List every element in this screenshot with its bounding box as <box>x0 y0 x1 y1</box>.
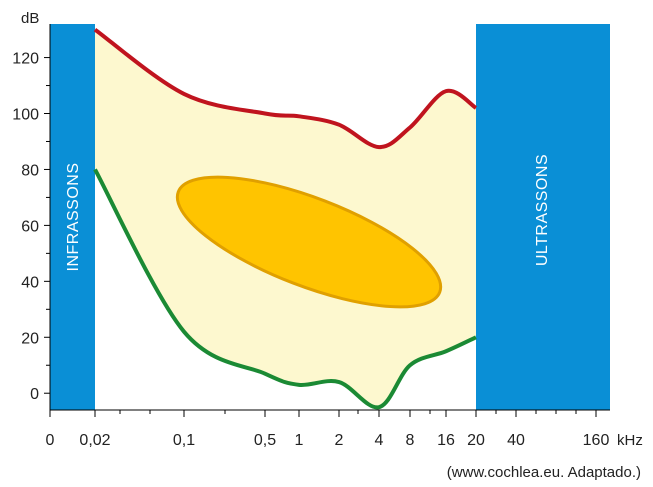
x-tick-label: 1 <box>295 432 304 449</box>
x-axis-unit: kHz <box>617 432 643 449</box>
infrasound-label: INFRASSONS <box>65 162 82 271</box>
x-tick-label: 0,1 <box>173 432 195 449</box>
lower-boundary-curve <box>93 168 477 410</box>
x-tick-label: 4 <box>375 432 384 449</box>
plot-area: INFRASSONS ULTRASSONS <box>50 24 610 410</box>
upper-boundary-curve <box>93 27 478 150</box>
infrasound-band <box>50 24 95 410</box>
y-tick-label: 100 <box>12 107 39 124</box>
x-tick-label: 2 <box>335 432 344 449</box>
x-tick-label: 20 <box>467 432 485 449</box>
ultrasound-band <box>476 24 610 410</box>
y-axis-ticks: 0 20 40 60 80 100 120 <box>12 51 50 403</box>
source-note: (www.cochlea.eu. Adaptado.) <box>447 464 641 481</box>
x-tick-label: 0 <box>46 432 55 449</box>
ultrasound-label: ULTRASSONS <box>534 154 551 266</box>
y-tick-label: 0 <box>30 386 39 403</box>
speech-region-ellipse <box>175 175 443 309</box>
x-axis-ticks: 0 0,02 0,1 0,5 1 2 4 8 16 20 40 160 <box>46 410 610 449</box>
y-tick-label: 20 <box>21 330 39 347</box>
y-axis-unit: dB <box>21 10 39 27</box>
x-tick-label: 0,02 <box>79 432 110 449</box>
x-tick-label: 0,5 <box>254 432 276 449</box>
x-tick-label: 40 <box>507 432 525 449</box>
y-tick-label: 60 <box>21 218 39 235</box>
x-tick-label: 8 <box>406 432 415 449</box>
x-tick-label: 16 <box>437 432 455 449</box>
y-tick-label: 40 <box>21 274 39 291</box>
y-tick-label: 120 <box>12 51 39 68</box>
y-tick-label: 80 <box>21 162 39 179</box>
x-tick-label: 160 <box>583 432 610 449</box>
